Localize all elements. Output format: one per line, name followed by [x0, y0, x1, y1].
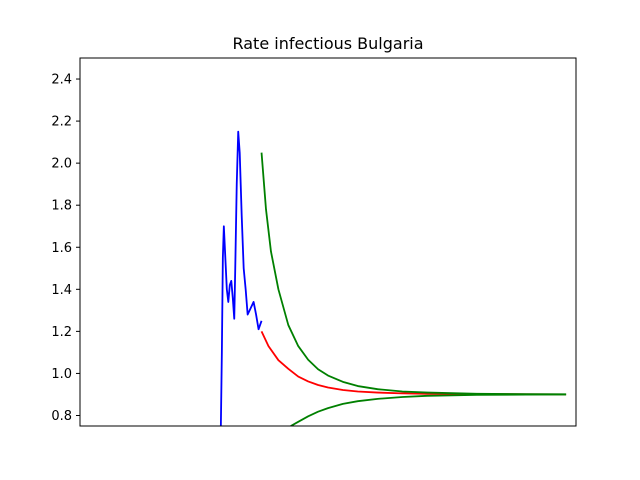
y-tick-label: 1.6 — [51, 241, 72, 256]
series-line-3 — [260, 152, 567, 396]
y-tick-label: 2.2 — [51, 115, 72, 130]
y-tick-label: 0.8 — [51, 409, 72, 424]
plot-frame — [79, 57, 577, 427]
y-tick-label: 1.8 — [51, 199, 72, 214]
series-layer — [219, 130, 567, 426]
series-line-2 — [260, 330, 567, 396]
chart-title: Rate infectious Bulgaria — [232, 34, 423, 53]
y-axis: 0.8 1.0 1.2 1.4 1.6 1.8 2.0 2.2 2.4 — [51, 73, 80, 424]
y-tick-label: 1.4 — [51, 283, 72, 298]
y-tick-label: 1.2 — [51, 325, 72, 340]
series-line-4 — [290, 393, 567, 426]
y-tick-label: 2.4 — [51, 73, 72, 88]
y-tick-label: 2.0 — [51, 157, 72, 172]
series-line-1 — [219, 130, 263, 426]
y-tick-label: 1.0 — [51, 367, 72, 382]
